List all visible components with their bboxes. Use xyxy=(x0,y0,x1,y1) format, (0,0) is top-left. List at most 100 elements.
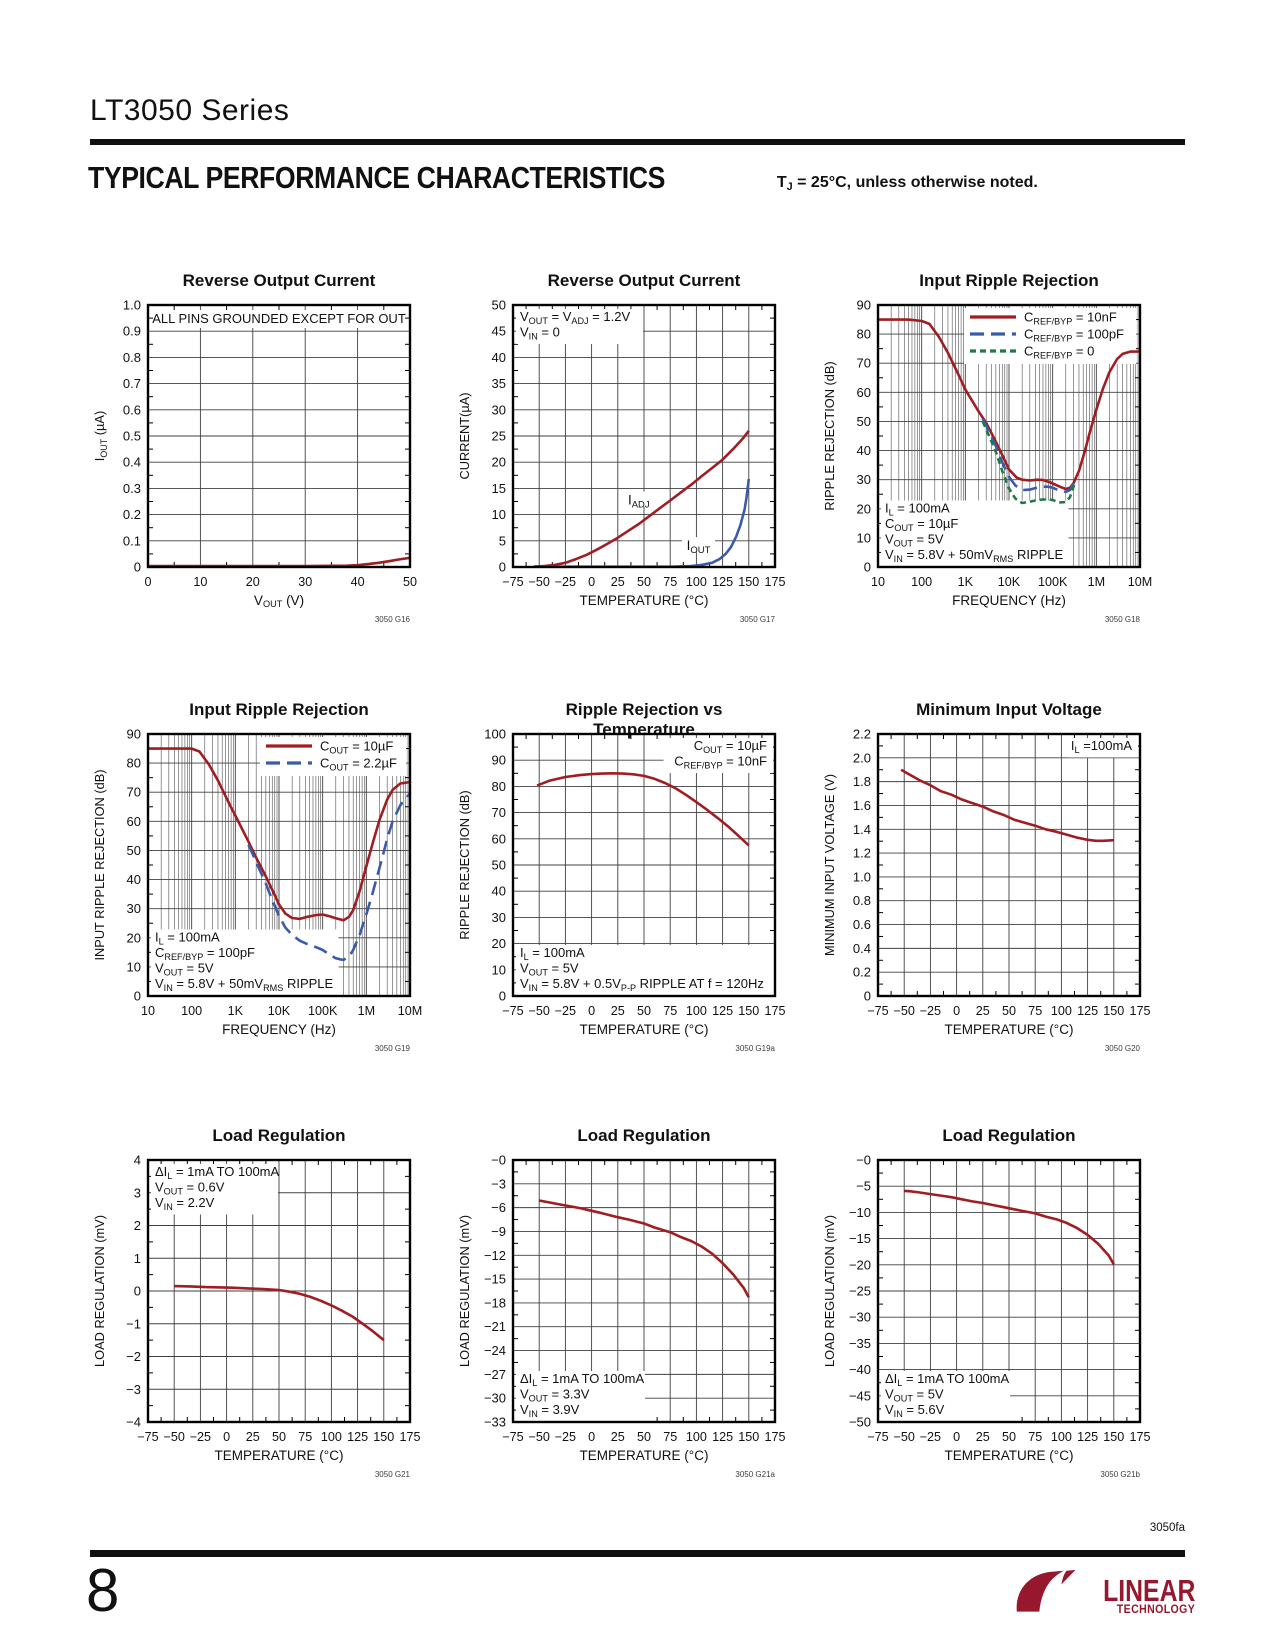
svg-text:0.5: 0.5 xyxy=(123,429,141,444)
svg-text:−75: −75 xyxy=(867,1004,888,1018)
svg-text:90: 90 xyxy=(857,298,871,313)
svg-text:−25: −25 xyxy=(920,1430,941,1444)
chart-plot: COUT = 10µF CREF/BYP = 10nF IL = 100mA VOUT… xyxy=(455,722,820,1024)
svg-text:IOUT (µA): IOUT (µA) xyxy=(92,411,109,461)
svg-text:10: 10 xyxy=(857,530,871,545)
svg-text:50: 50 xyxy=(1002,1430,1016,1444)
svg-text:20: 20 xyxy=(492,455,506,470)
svg-text:IOUT: IOUT xyxy=(687,538,711,556)
figure-number: 3050 G21b xyxy=(1100,1470,1140,1479)
svg-text:50: 50 xyxy=(127,843,141,858)
chart-plot: IL =100mA 0 0.2 0.4 0.6 0.8 1.0 1.2 1.4 1.6 1.8 2.0… xyxy=(820,722,1185,1024)
svg-text:100: 100 xyxy=(181,1004,202,1018)
svg-text:60: 60 xyxy=(857,385,871,400)
chart-plot: VOUT = VADJ = 1.2V VIN = 0 IADJ IOUT 0 5 10 15 2… xyxy=(455,293,820,595)
svg-text:30: 30 xyxy=(492,402,506,417)
figure-number: 3050 G19a xyxy=(735,1044,775,1053)
svg-text:IADJ: IADJ xyxy=(628,493,650,511)
svg-text:0.2: 0.2 xyxy=(123,507,141,522)
chart-svg: IL =100mA 0 0.2 0.4 0.6 0.8 1.0 1.2 1.4 1.6 1.8 2.0… xyxy=(822,727,1151,1019)
svg-text:60: 60 xyxy=(127,814,141,829)
svg-text:CREF/BYP = 0: CREF/BYP = 0 xyxy=(1024,344,1094,361)
svg-text:90: 90 xyxy=(492,753,506,768)
svg-text:10: 10 xyxy=(492,507,506,522)
svg-text:INPUT RIPPLE REJECTION (dB): INPUT RIPPLE REJECTION (dB) xyxy=(92,769,107,960)
svg-text:IL = 100mA: IL = 100mA xyxy=(155,930,220,947)
svg-text:0.9: 0.9 xyxy=(123,324,141,339)
svg-text:175: 175 xyxy=(1129,1004,1150,1018)
svg-text:40: 40 xyxy=(492,350,506,365)
svg-text:10: 10 xyxy=(141,1004,155,1018)
logo-linear-text: LINEAR xyxy=(1103,1573,1196,1608)
chart-plot: ΔIL = 1mA TO 100mA VOUT = 5V VIN = 5.6V −50… xyxy=(820,1148,1185,1450)
svg-text:100: 100 xyxy=(1051,1430,1072,1444)
svg-text:−25: −25 xyxy=(849,1284,871,1299)
svg-text:VIN = 2.2V: VIN = 2.2V xyxy=(155,1195,215,1212)
svg-text:25: 25 xyxy=(492,429,506,444)
svg-text:−15: −15 xyxy=(849,1231,871,1246)
svg-text:1: 1 xyxy=(134,1251,141,1266)
svg-text:−1: −1 xyxy=(126,1316,141,1331)
chart-plot: ΔIL = 1mA TO 100mA VOUT = 0.6V VIN = 2.2V −… xyxy=(90,1148,455,1450)
svg-text:−9: −9 xyxy=(491,1224,506,1239)
svg-text:0: 0 xyxy=(588,575,595,589)
svg-text:150: 150 xyxy=(373,1430,394,1444)
svg-text:50: 50 xyxy=(492,298,506,313)
svg-text:50: 50 xyxy=(637,1004,651,1018)
chart-title: Load Regulation xyxy=(942,1126,1076,1145)
svg-text:VIN = 3.9V: VIN = 3.9V xyxy=(520,1402,580,1419)
svg-text:−3: −3 xyxy=(491,1176,506,1191)
svg-text:2: 2 xyxy=(134,1218,141,1233)
svg-text:25: 25 xyxy=(611,1004,625,1018)
svg-text:50: 50 xyxy=(1002,1004,1016,1018)
svg-text:0.8: 0.8 xyxy=(123,350,141,365)
svg-text:100: 100 xyxy=(911,575,932,589)
svg-text:0: 0 xyxy=(144,575,151,589)
svg-text:LOAD REGULATION (mV): LOAD REGULATION (mV) xyxy=(92,1215,107,1367)
svg-text:40: 40 xyxy=(857,443,871,458)
svg-text:VIN = 0: VIN = 0 xyxy=(520,325,560,342)
svg-text:0: 0 xyxy=(588,1430,595,1444)
chart-plot: ΔIL = 1mA TO 100mA VOUT = 3.3V VIN = 3.9V −… xyxy=(455,1148,820,1450)
svg-text:−0: −0 xyxy=(856,1153,871,1168)
section-title: TYPICAL PERFORMANCE CHARACTERISTICS xyxy=(88,160,665,195)
svg-text:COUT = 10µF: COUT = 10µF xyxy=(694,738,767,755)
svg-text:0.8: 0.8 xyxy=(853,893,871,908)
svg-text:0.6: 0.6 xyxy=(123,402,141,417)
svg-text:−5: −5 xyxy=(856,1179,871,1194)
svg-text:−2: −2 xyxy=(126,1349,141,1364)
svg-text:40: 40 xyxy=(492,884,506,899)
x-axis-label: TEMPERATURE (°C) xyxy=(579,1448,709,1463)
page-number: 8 xyxy=(86,1557,120,1624)
figure-number: 3050 G19 xyxy=(374,1044,410,1053)
svg-text:VIN = 5.8V + 0.5VP-P RIPPLE AT: VIN = 5.8V + 0.5VP-P RIPPLE AT f = 120Hz xyxy=(520,976,764,993)
svg-text:100K: 100K xyxy=(308,1004,338,1018)
chart-3050-g21b: Load Regulation ΔIL = 1mA TO 100mA VOUT =… xyxy=(820,1110,1185,1479)
svg-text:150: 150 xyxy=(1103,1430,1124,1444)
svg-text:VOUT = 5V: VOUT = 5V xyxy=(885,1387,944,1404)
svg-text:−75: −75 xyxy=(502,1004,523,1018)
header-divider xyxy=(90,139,1185,145)
svg-text:175: 175 xyxy=(764,1430,785,1444)
svg-text:−50: −50 xyxy=(529,575,550,589)
svg-text:175: 175 xyxy=(764,575,785,589)
svg-text:25: 25 xyxy=(611,575,625,589)
lt-mark-icon xyxy=(1016,1569,1076,1612)
svg-text:−15: −15 xyxy=(484,1272,506,1287)
svg-text:COUT = 2.2µF: COUT = 2.2µF xyxy=(320,756,397,773)
svg-text:−40: −40 xyxy=(849,1362,871,1377)
svg-text:−75: −75 xyxy=(502,1430,523,1444)
svg-text:−18: −18 xyxy=(484,1295,506,1310)
chart-3050-g18: Input Ripple Rejection IL = 100mA COUT = … xyxy=(820,255,1185,624)
svg-text:30: 30 xyxy=(857,472,871,487)
svg-text:10: 10 xyxy=(492,962,506,977)
svg-text:25: 25 xyxy=(976,1004,990,1018)
svg-text:50: 50 xyxy=(637,575,651,589)
chart-title: Load Regulation xyxy=(577,1126,711,1145)
svg-text:VIN = 5.6V: VIN = 5.6V xyxy=(885,1402,945,1419)
svg-text:75: 75 xyxy=(1028,1004,1042,1018)
svg-text:LOAD REGULATION (mV): LOAD REGULATION (mV) xyxy=(822,1215,837,1367)
svg-text:−27: −27 xyxy=(484,1367,506,1382)
svg-text:75: 75 xyxy=(1028,1430,1042,1444)
